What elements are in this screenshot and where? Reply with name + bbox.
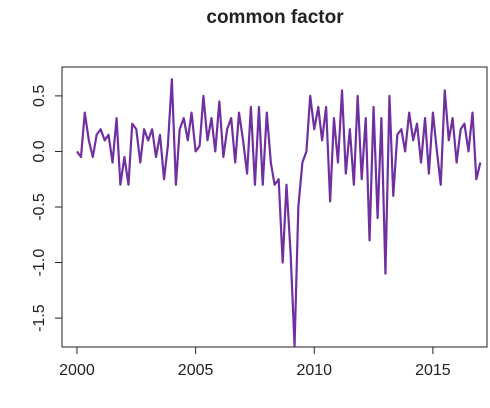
x-tick-label: 2005 [178,362,214,379]
y-tick-label: -1.5 [31,304,48,332]
x-tick-label: 2000 [59,362,95,379]
y-tick-label: -0.5 [31,193,48,221]
plot-frame [61,66,488,348]
x-tick-label: 2010 [296,362,332,379]
y-tick-label: -1.0 [31,249,48,277]
data-line [76,78,482,347]
y-tick-label: 0.0 [31,140,48,162]
chart-title: common factor [206,7,344,28]
y-tick-label: 0.5 [31,85,48,107]
x-tick-label: 2015 [415,362,451,379]
